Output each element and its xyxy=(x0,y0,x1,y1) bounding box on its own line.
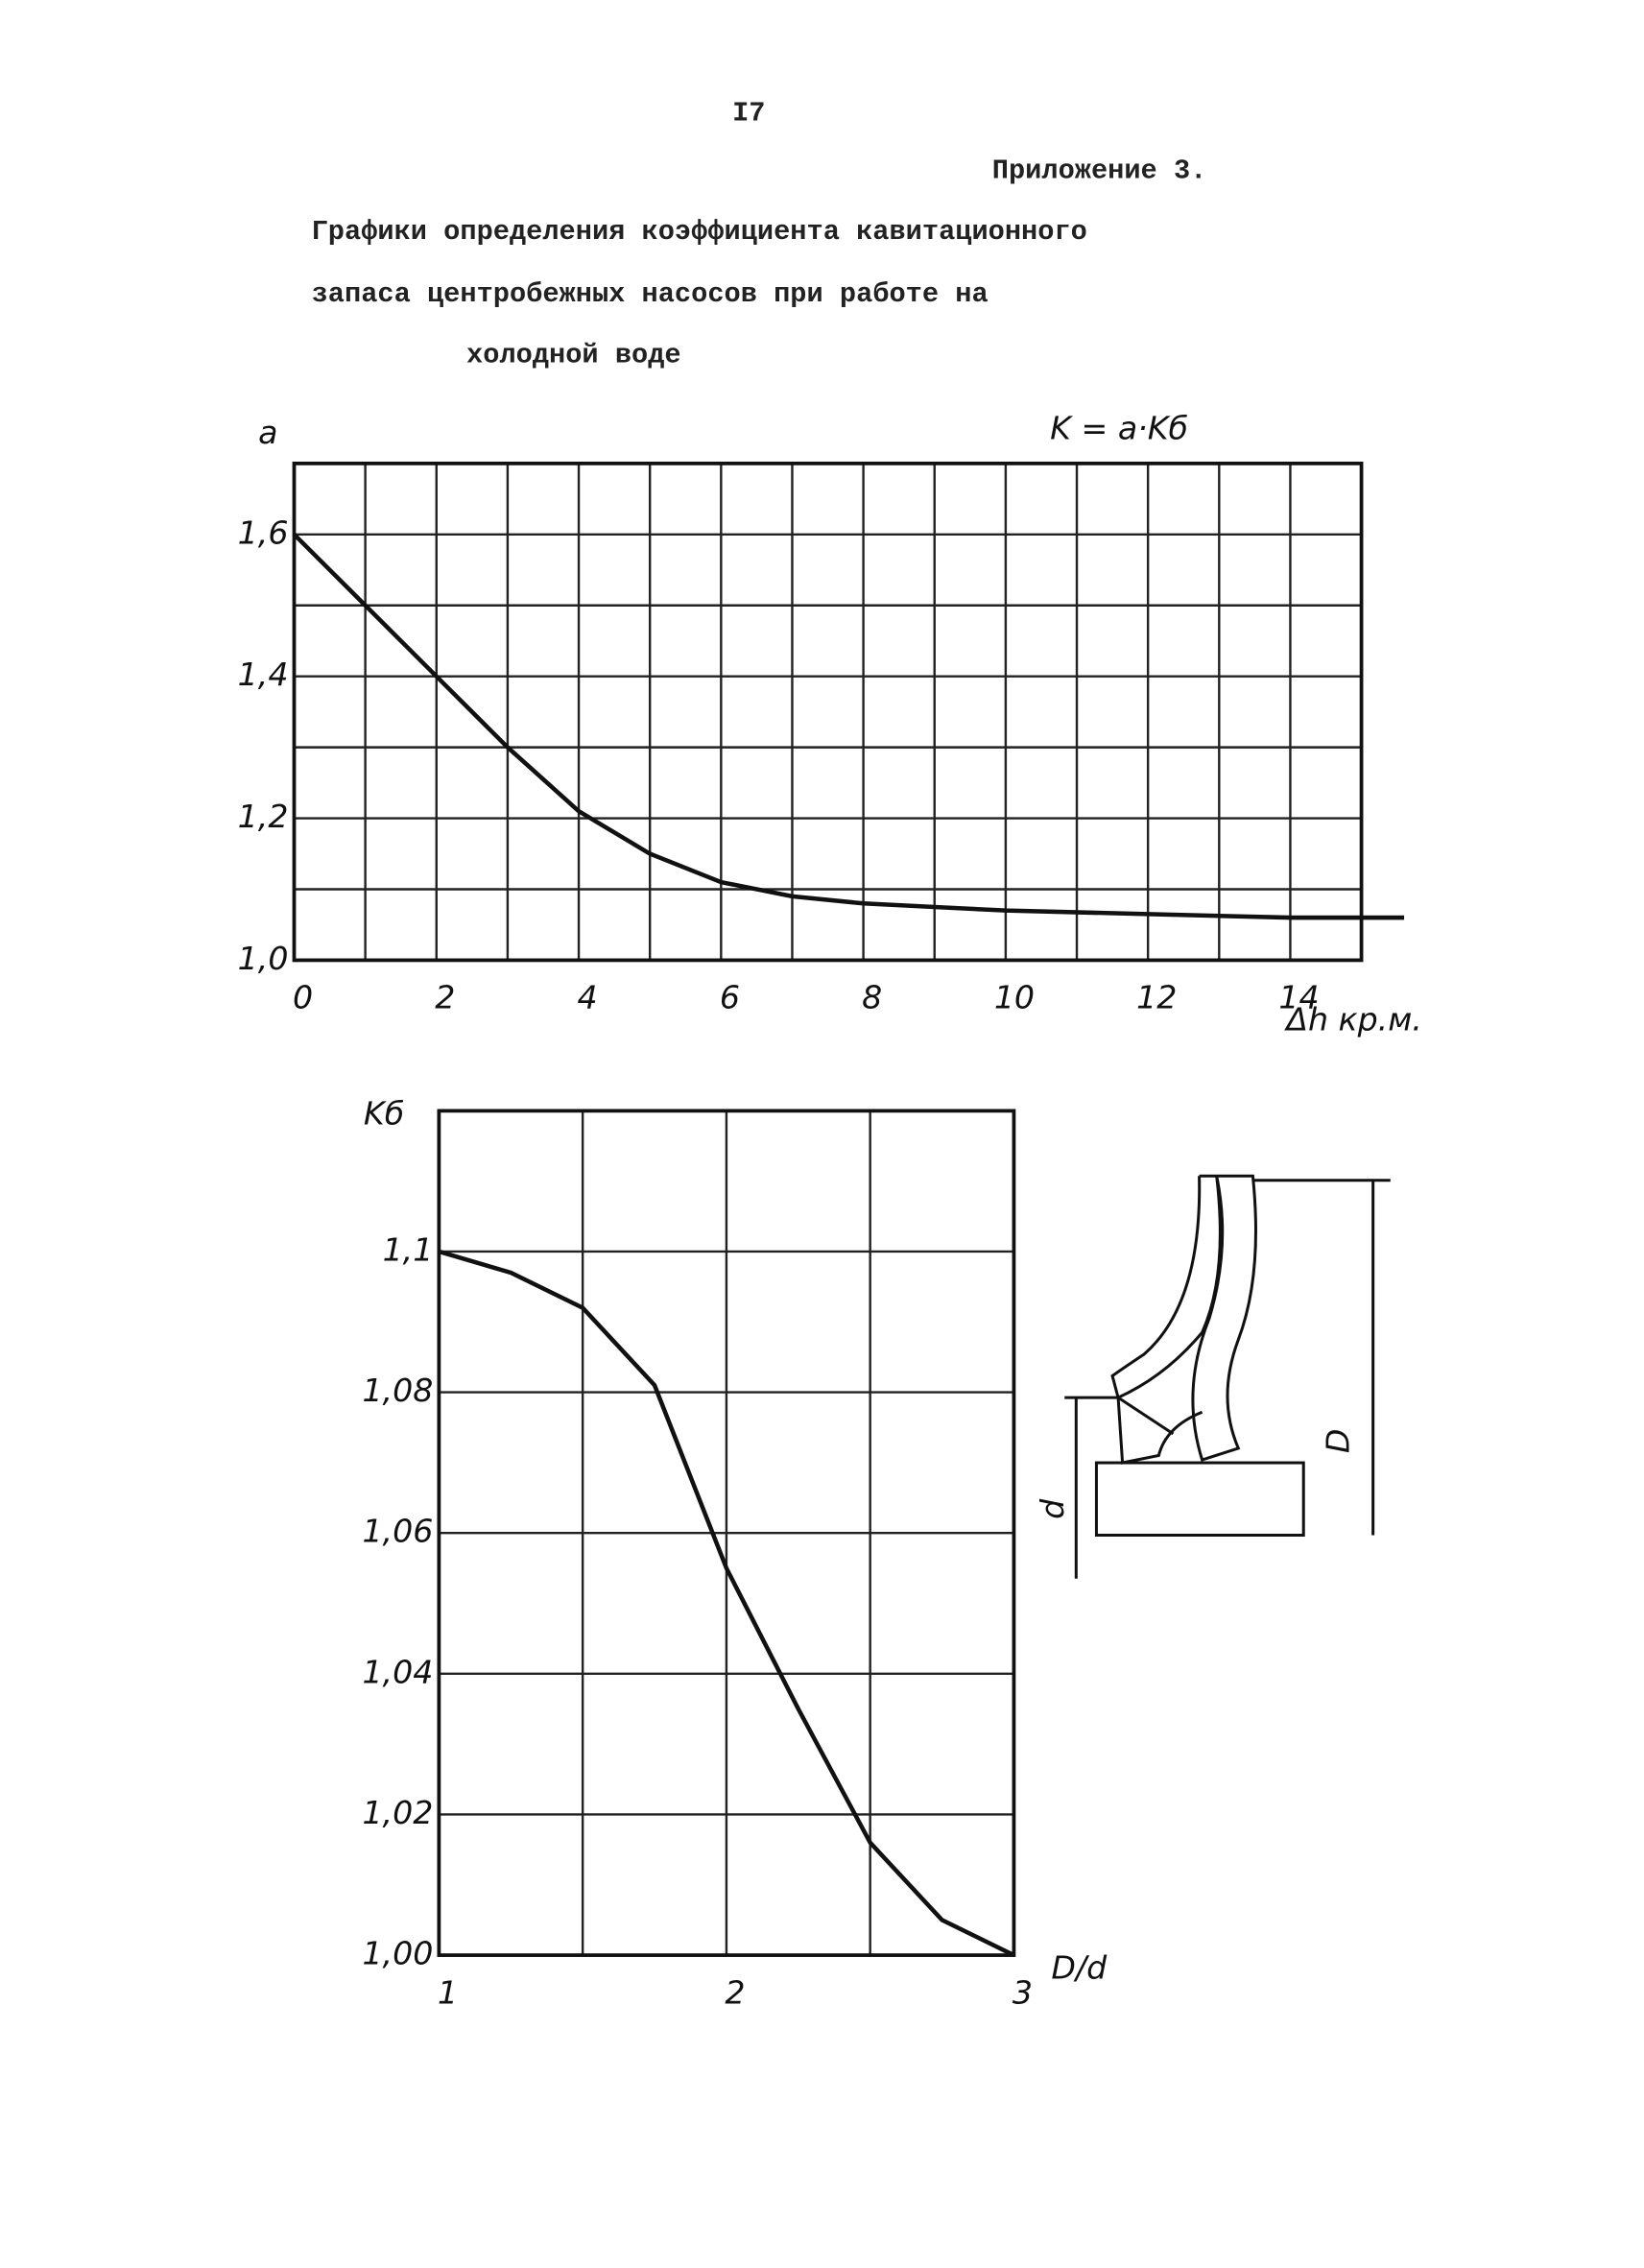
curve xyxy=(292,533,1405,920)
x-axis-label: D/d xyxy=(1051,1949,1108,1987)
y-tick-label: 1,04 xyxy=(362,1653,433,1690)
x-tick-label: 2 xyxy=(435,979,455,1016)
chart: 0 2 4 6 8 10 12 14 1,0 1,2 1,4 1,6 a Δh кр.м. K = a·Kб xyxy=(238,410,1422,1039)
y-tick-label: 1,02 xyxy=(362,1794,433,1831)
y-tick-label: 1,08 xyxy=(362,1372,433,1409)
x-tick-label: 2 xyxy=(725,1973,745,2011)
y-axis-label: Kб xyxy=(364,1094,404,1132)
y-tick-label: 1,2 xyxy=(238,798,289,835)
x-tick-label: 10 xyxy=(994,979,1035,1016)
x-tick-label: 8 xyxy=(862,979,882,1016)
y-tick-label: 1,4 xyxy=(238,656,289,693)
title-line: запаса центробежных насосов при работе н… xyxy=(312,278,989,310)
x-tick-label: 0 xyxy=(293,979,313,1016)
plot-frame xyxy=(292,461,1364,963)
x-tick-label: 4 xyxy=(578,979,598,1016)
diameter-label: D xyxy=(1319,1429,1356,1454)
shaft xyxy=(1094,1461,1305,1537)
blade-edge xyxy=(1117,1396,1175,1436)
y-tick-label: 1,6 xyxy=(238,513,289,551)
appendix: Приложение 3. xyxy=(992,155,1207,187)
plot-frame xyxy=(437,1109,1016,1957)
x-axis-label: Δh кр.м. xyxy=(1283,1000,1422,1038)
x-tick-label: 14 xyxy=(1278,979,1319,1016)
y-axis-label: a xyxy=(258,414,277,451)
page-number: I7 xyxy=(732,97,765,129)
blade xyxy=(1116,1397,1203,1465)
curve xyxy=(438,1249,1015,1958)
y-tick-label: 1,1 xyxy=(383,1230,434,1268)
y-tick-label: 1,06 xyxy=(362,1513,433,1550)
diameter-label: d xyxy=(1034,1498,1071,1519)
formula: K = a·Kб xyxy=(1050,410,1188,447)
x-tick-label: 12 xyxy=(1136,979,1177,1016)
x-tick-label: 3 xyxy=(1013,1973,1033,2011)
title-line: холодной воде xyxy=(466,339,681,370)
shroud xyxy=(1191,1174,1257,1462)
impeller-diagram: D d xyxy=(1034,1174,1391,1579)
chart: 1 2 3 1,00 1,02 1,04 1,06 1,08 1,1 Kб D/d xyxy=(362,1094,1108,2011)
y-tick-label: 1,00 xyxy=(362,1935,433,1972)
y-tick-label: 1,0 xyxy=(238,940,289,977)
x-tick-label: 6 xyxy=(720,979,740,1016)
title-line: Графики определения коэффициента кавитац… xyxy=(312,216,1087,248)
x-tick-label: 1 xyxy=(438,1973,458,2011)
hub xyxy=(1110,1176,1222,1400)
